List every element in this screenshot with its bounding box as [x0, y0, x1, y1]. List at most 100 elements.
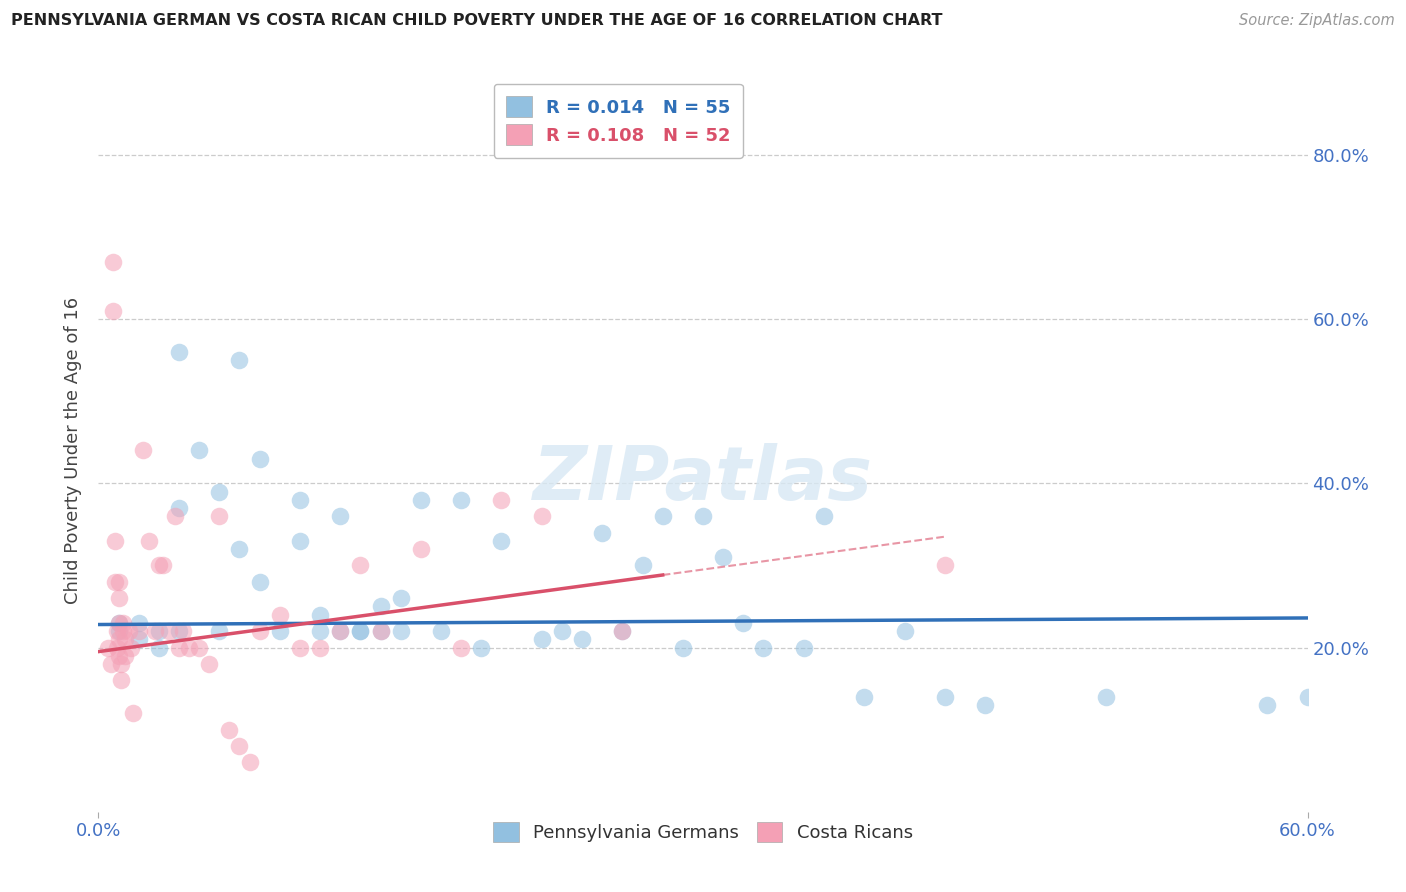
Text: PENNSYLVANIA GERMAN VS COSTA RICAN CHILD POVERTY UNDER THE AGE OF 16 CORRELATION: PENNSYLVANIA GERMAN VS COSTA RICAN CHILD… [11, 13, 943, 29]
Point [853, 690, 876, 704]
Point [370, 624, 392, 639]
Point [409, 541, 432, 556]
Point [269, 624, 291, 639]
Point [107, 615, 129, 630]
Point [167, 624, 190, 639]
Point [349, 558, 371, 573]
Point [172, 624, 194, 639]
Point [329, 624, 352, 639]
Point [128, 615, 150, 630]
Point [107, 615, 129, 630]
Point [591, 525, 613, 540]
Point [692, 509, 714, 524]
Point [218, 723, 240, 737]
Point [1095, 690, 1118, 704]
Point [101, 304, 124, 318]
Point [188, 443, 211, 458]
Point [114, 632, 136, 647]
Point [631, 558, 654, 573]
Point [208, 624, 231, 639]
Point [163, 509, 186, 524]
Point [450, 492, 472, 507]
Point [288, 533, 311, 548]
Point [309, 624, 332, 639]
Text: Source: ZipAtlas.com: Source: ZipAtlas.com [1239, 13, 1395, 29]
Point [228, 353, 250, 368]
Point [450, 640, 472, 655]
Point [167, 345, 190, 359]
Point [107, 574, 129, 589]
Point [239, 756, 262, 770]
Point [309, 607, 332, 622]
Point [103, 533, 125, 548]
Point [167, 500, 190, 515]
Point [105, 624, 128, 639]
Point [110, 657, 132, 671]
Point [128, 624, 150, 639]
Point [571, 632, 593, 647]
Point [152, 558, 174, 573]
Point [101, 254, 124, 268]
Point [349, 624, 371, 639]
Point [793, 640, 815, 655]
Point [651, 509, 673, 524]
Point [491, 492, 513, 507]
Point [148, 558, 170, 573]
Point [97, 640, 120, 655]
Point [143, 624, 166, 639]
Point [530, 509, 553, 524]
Point [309, 640, 332, 655]
Point [1256, 698, 1278, 712]
Point [370, 624, 392, 639]
Point [111, 624, 134, 639]
Point [409, 492, 432, 507]
Legend: Pennsylvania Germans, Costa Ricans: Pennsylvania Germans, Costa Ricans [486, 814, 920, 850]
Point [114, 648, 136, 663]
Point [934, 690, 956, 704]
Point [893, 624, 915, 639]
Point [530, 632, 553, 647]
Point [103, 574, 125, 589]
Point [249, 451, 271, 466]
Point [370, 599, 392, 614]
Point [934, 558, 956, 573]
Point [329, 509, 352, 524]
Point [121, 706, 143, 721]
Point [128, 632, 150, 647]
Point [107, 648, 129, 663]
Point [111, 615, 134, 630]
Point [349, 624, 371, 639]
Point [249, 574, 271, 589]
Point [208, 509, 231, 524]
Point [148, 624, 170, 639]
Point [329, 624, 352, 639]
Point [288, 492, 311, 507]
Point [612, 624, 634, 639]
Point [672, 640, 695, 655]
Point [551, 624, 574, 639]
Point [711, 550, 734, 565]
Point [470, 640, 492, 655]
Point [813, 509, 835, 524]
Point [167, 640, 190, 655]
Point [188, 640, 211, 655]
Point [107, 591, 129, 606]
Point [198, 657, 221, 671]
Point [179, 640, 201, 655]
Point [491, 533, 513, 548]
Point [1296, 690, 1319, 704]
Point [148, 640, 170, 655]
Point [389, 591, 412, 606]
Point [107, 632, 129, 647]
Point [430, 624, 453, 639]
Point [612, 624, 634, 639]
Point [389, 624, 412, 639]
Point [120, 640, 142, 655]
Point [132, 443, 155, 458]
Text: ZIPatlas: ZIPatlas [533, 442, 873, 516]
Point [228, 541, 250, 556]
Point [269, 607, 291, 622]
Point [974, 698, 997, 712]
Point [249, 624, 271, 639]
Point [118, 624, 141, 639]
